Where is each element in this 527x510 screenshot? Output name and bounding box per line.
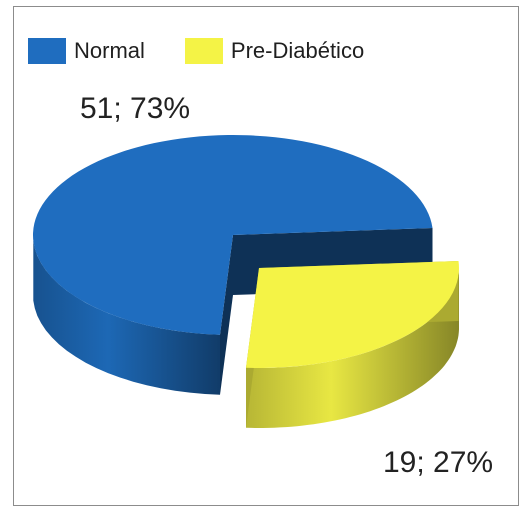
legend-item-pre-diabetico: Pre-Diabético bbox=[184, 38, 365, 64]
slice-top-pre-diabetico bbox=[246, 261, 459, 369]
legend-swatch-pre-diabetico bbox=[184, 38, 223, 64]
data-label-normal: 51; 73% bbox=[80, 92, 191, 125]
slice-top-normal bbox=[32, 135, 433, 335]
legend-label-pre-diabetico: Pre-Diabético bbox=[230, 38, 365, 63]
legend-label-normal: Normal bbox=[74, 38, 145, 63]
legend-item-normal: Normal bbox=[28, 38, 145, 64]
slice-side-pre-diabetico bbox=[246, 269, 459, 428]
data-label-pre-diabetico: 19; 27% bbox=[383, 446, 494, 479]
slice-side-normal bbox=[33, 240, 220, 395]
legend-swatch-normal bbox=[28, 38, 66, 64]
slice-cut-face-normal-0 bbox=[220, 235, 233, 395]
legend: Normal Pre-Diabético bbox=[28, 38, 364, 64]
